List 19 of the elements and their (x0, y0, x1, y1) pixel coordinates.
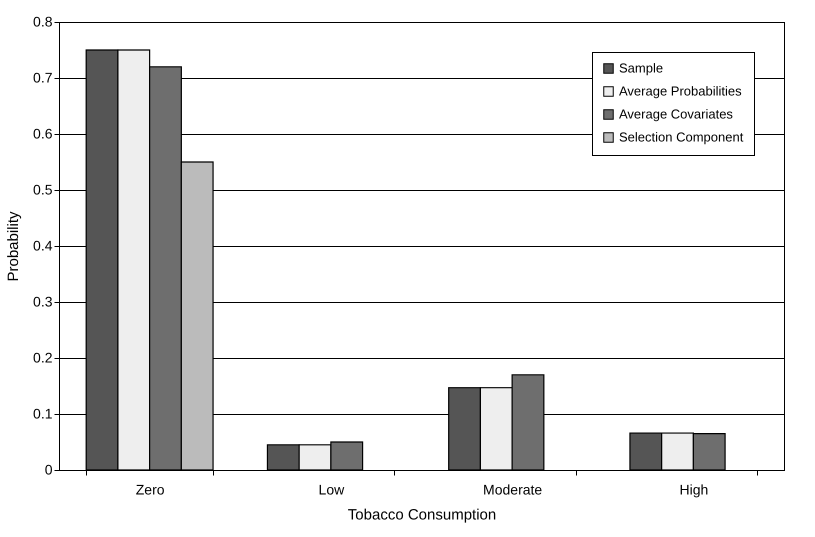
y-axis-title: Probability (5, 210, 22, 282)
x-tick-label: Zero (136, 482, 165, 498)
y-tick-label: 0.3 (33, 294, 53, 310)
x-axis-title: Tobacco Consumption (348, 506, 496, 524)
y-tick-label: 0.7 (33, 70, 53, 86)
legend-label: Selection Component (619, 130, 744, 144)
y-tick-label: 0.8 (33, 14, 53, 30)
x-tick-label: High (679, 482, 708, 498)
legend-label: Average Covariates (619, 106, 734, 122)
x-tick-label: Low (318, 482, 346, 498)
x-tick-label: Moderate (483, 482, 542, 498)
y-tick-label: 0.4 (33, 238, 53, 254)
y-tick-label: 0 (44, 462, 53, 478)
y-tick-label: 0.2 (33, 350, 53, 366)
legend-label: Sample (619, 60, 664, 76)
y-tick-label: 0.1 (33, 406, 53, 422)
y-tick-label: 0.6 (33, 126, 53, 142)
y-tick-label: 0.5 (33, 182, 53, 198)
legend-label: Average Probabilities (619, 84, 742, 98)
